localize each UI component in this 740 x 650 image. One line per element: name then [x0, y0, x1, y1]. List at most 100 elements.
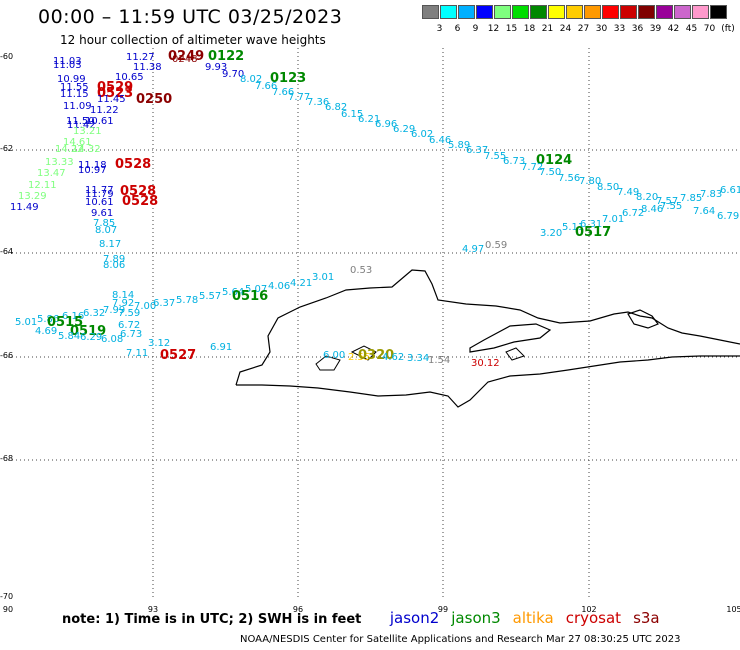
- color-scale-label: 9: [472, 24, 479, 34]
- pass-time-label: 0523: [97, 86, 133, 101]
- color-scale-label: 21: [541, 24, 554, 34]
- longitude-tick-label: 99: [438, 605, 448, 614]
- wave-height-value: 14.61: [63, 137, 92, 148]
- wave-height-value: 6.00: [323, 350, 345, 361]
- wave-height-value: 5.64: [222, 287, 244, 298]
- pass-time-label: 0320: [358, 348, 394, 363]
- legend-jason2: jason2: [389, 609, 440, 627]
- map-subtitle: 12 hour collection of altimeter wave hei…: [60, 33, 326, 47]
- color-swatch: [530, 5, 547, 19]
- color-swatch: [602, 5, 619, 19]
- color-scale-label: 42: [667, 24, 680, 34]
- legend-s3a: s3a: [633, 609, 660, 627]
- wave-height-value: 11.50: [66, 116, 95, 127]
- wave-height-value: 6.31: [580, 219, 602, 230]
- wave-height-value: 6.08: [101, 334, 123, 345]
- wave-height-value: 11.03: [53, 56, 82, 67]
- wave-height-value: 1.54: [428, 355, 450, 366]
- color-swatch: [674, 5, 691, 19]
- color-swatch: [512, 5, 529, 19]
- pass-time-label: 0122: [208, 49, 244, 64]
- color-scale-label: 18: [523, 24, 536, 34]
- wave-height-value: 7.57: [656, 196, 678, 207]
- pass-time-label: 0249: [168, 49, 204, 64]
- pass-time-label: 0527: [160, 348, 196, 363]
- pass-time-label: 0528: [122, 194, 158, 209]
- color-scale-label: 6: [454, 24, 461, 34]
- longitude-tick-label: 93: [148, 605, 158, 614]
- wave-height-value: 14.32: [72, 144, 101, 155]
- wave-height-value: 11.77: [85, 185, 114, 196]
- wave-height-value: 6.21: [358, 114, 380, 125]
- wave-height-value: 6.16: [62, 311, 84, 322]
- wave-height-value: 7.72: [521, 162, 543, 173]
- color-swatch: [656, 5, 673, 19]
- wave-height-value: 7.36: [307, 97, 329, 108]
- wave-height-value: 13.47: [37, 168, 66, 179]
- color-scale-label: 33: [613, 24, 626, 34]
- latitude-tick-label: -66: [0, 351, 13, 360]
- wave-height-value: 4.69: [35, 326, 57, 337]
- latitude-tick-label: -68: [0, 454, 13, 463]
- wave-height-value: 5.86: [37, 314, 59, 325]
- wave-height-value: 3.20: [540, 228, 562, 239]
- wave-height-value: 7.00: [134, 301, 156, 312]
- wave-height-value: 10.97: [78, 165, 107, 176]
- wave-height-value: 5.57: [199, 291, 221, 302]
- wave-height-value: 6.46: [429, 135, 451, 146]
- wave-height-value: 11.79: [85, 189, 114, 200]
- wave-height-value: 8.17: [99, 239, 121, 250]
- color-scale-label: 45: [685, 24, 698, 34]
- color-scale-label: 39: [649, 24, 662, 34]
- pass-time-label: 0519: [70, 324, 106, 339]
- satellite-legend: note: 1) Time is in UTC; 2) SWH is in fe…: [62, 609, 672, 627]
- pass-time-label: 0123: [270, 71, 306, 86]
- axis-tick-labels: 90 93 96 99 102 105 -60 -62 -64 -66 -68 -70: [0, 52, 740, 614]
- wave-height-value: 13.29: [18, 191, 47, 202]
- color-swatch: [566, 5, 583, 19]
- wave-height-value: 6.29: [393, 124, 415, 135]
- color-swatch: [458, 5, 475, 19]
- pass-time-label: 0528: [120, 184, 156, 199]
- wave-height-value: 6.37: [466, 145, 488, 156]
- wave-height-value: 7.80: [579, 176, 601, 187]
- wave-height-value: 11.09: [63, 101, 92, 112]
- wave-height-value: 0248: [172, 54, 197, 65]
- wave-height-value: 7.77: [288, 92, 310, 103]
- wave-height-value: 11.42: [67, 120, 96, 131]
- longitude-tick-label: 90: [3, 605, 13, 614]
- longitude-tick-label: 105: [726, 605, 740, 614]
- wave-height-value: 6.72: [118, 320, 140, 331]
- wave-height-value: 10.61: [85, 197, 114, 208]
- wave-height-value: 11.38: [133, 62, 162, 73]
- wave-height-value: 5.84: [58, 331, 80, 342]
- wave-height-value: 7.64: [693, 206, 715, 217]
- pass-time-label: 0529: [97, 80, 133, 95]
- wave-height-value: 5.11: [562, 222, 584, 233]
- wave-height-value: 14.22: [55, 144, 84, 155]
- wave-height-value: 3.01: [312, 272, 334, 283]
- longitude-tick-label: 102: [581, 605, 596, 614]
- wave-height-value: 30.12: [471, 358, 500, 369]
- color-swatch: [692, 5, 709, 19]
- wave-height-value: 4.62: [382, 352, 404, 363]
- wave-height-value: 6.82: [325, 102, 347, 113]
- color-scale-label: 70: [703, 24, 716, 34]
- wave-height-value: 6.32: [83, 308, 105, 319]
- wave-height-value: 5.07: [245, 284, 267, 295]
- pass-time-label: 0517: [575, 225, 611, 240]
- color-swatch: [422, 5, 439, 19]
- wave-height-value: 13.33: [45, 157, 74, 168]
- wave-height-value: 10.65: [115, 72, 144, 83]
- wave-height-value: 6.73: [503, 156, 525, 167]
- credit-line: NOAA/NESDIS Center for Satellite Applica…: [240, 634, 681, 645]
- wave-height-value: 8.14: [112, 290, 134, 301]
- color-scale-label: 36: [631, 24, 644, 34]
- wave-height-value: 11.03: [53, 60, 82, 71]
- color-scale-label: 27: [577, 24, 590, 34]
- wave-height-value: 12.11: [28, 180, 57, 191]
- wave-height-value: 8.50: [597, 182, 619, 193]
- wave-height-value: 7.59: [118, 308, 140, 319]
- wave-height-value: 6.15: [341, 109, 363, 120]
